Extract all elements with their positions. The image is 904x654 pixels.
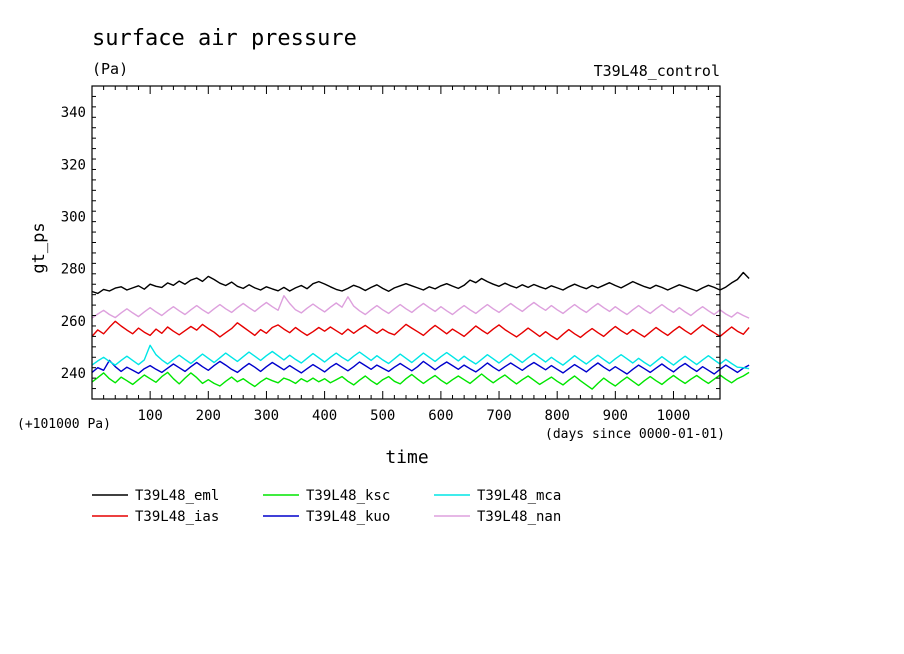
x-tick-label: 300 [254, 408, 279, 424]
x-tick-label: 100 [137, 408, 162, 424]
legend-item-2: T39L48_ksc [263, 488, 390, 504]
series-line-0 [91, 271, 750, 295]
ticks-layer: 100 200 300 400 500 600 700 800 900 1000 240 260 280… [61, 86, 720, 424]
x-tick-label: 400 [312, 408, 337, 424]
legend-item-4: T39L48_mca [434, 488, 561, 504]
x-tick-label: 200 [196, 408, 221, 424]
y-tick-label: 240 [61, 366, 86, 382]
x-tick-label: 500 [370, 408, 395, 424]
y-tick-label: 320 [61, 157, 86, 173]
x-tick-label: 700 [486, 408, 511, 424]
series-line-5 [91, 295, 750, 319]
plot-frame [91, 85, 721, 400]
y-tick-label: 340 [61, 105, 86, 121]
series-line-1 [91, 320, 750, 341]
x-tick-label: 1000 [657, 408, 691, 424]
legend: T39L48_eml T39L48_ias T39L48_ksc T39L48_kuo… [92, 488, 561, 525]
legend-label: T39L48_eml [135, 488, 219, 504]
legend-item-1: T39L48_ias [92, 509, 219, 525]
offset-label: (+101000 Pa) [17, 417, 111, 432]
y-tick-label: 300 [61, 209, 86, 225]
y-tick-label: 260 [61, 314, 86, 330]
x-tick-label: 800 [545, 408, 570, 424]
legend-label: T39L48_kuo [306, 509, 390, 525]
legend-label: T39L48_ksc [306, 488, 390, 504]
legend-label: T39L48_nan [477, 509, 561, 525]
series-layer [91, 271, 750, 390]
chart-title: surface air pressure [92, 26, 357, 51]
series-line-2 [91, 371, 750, 390]
x-axis-label: time [385, 447, 428, 468]
legend-label: T39L48_ias [135, 509, 219, 525]
legend-item-0: T39L48_eml [92, 488, 219, 504]
run-label: T39L48_control [594, 62, 720, 80]
series-line-4 [91, 344, 750, 370]
series-line-3 [91, 359, 750, 375]
x-units-label: (days since 0000-01-01) [545, 427, 725, 442]
legend-item-3: T39L48_kuo [263, 509, 390, 525]
legend-label: T39L48_mca [477, 488, 561, 504]
y-axis-label: gt_ps [29, 222, 49, 273]
y-tick-label: 280 [61, 262, 86, 278]
legend-item-5: T39L48_nan [434, 509, 561, 525]
x-tick-label: 600 [428, 408, 453, 424]
x-tick-label: 900 [603, 408, 628, 424]
chart-units: (Pa) [92, 60, 128, 78]
